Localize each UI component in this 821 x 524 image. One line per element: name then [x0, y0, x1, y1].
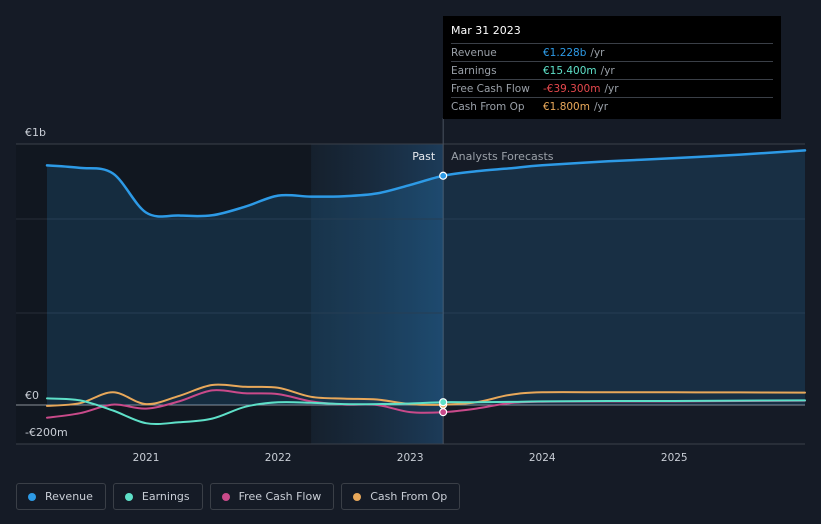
- series-lines: [45, 149, 807, 426]
- tooltip-date: Mar 31 2023: [451, 24, 521, 37]
- tooltip-label: Free Cash Flow: [451, 82, 530, 95]
- earnings-marker: [439, 398, 448, 407]
- revenue-area: [47, 150, 805, 405]
- x-tick-label: 2022: [265, 452, 292, 464]
- tooltip-label: Cash From Op: [451, 100, 525, 113]
- legend-item-earnings[interactable]: Earnings: [112, 483, 203, 510]
- legend-label: Cash From Op: [370, 490, 448, 503]
- tooltip-value: -€39.300m: [543, 82, 601, 95]
- tooltip: Mar 31 2023 Revenue €1.228b /yr Earnings…: [443, 16, 781, 119]
- revenue-line: [45, 149, 807, 218]
- x-tick-label: 2023: [397, 452, 424, 464]
- x-tick-label: 2024: [529, 452, 556, 464]
- tooltip-row-earnings: Earnings €15.400m /yr: [451, 61, 773, 79]
- legend-item-revenue[interactable]: Revenue: [16, 483, 106, 510]
- tooltip-unit: /yr: [604, 82, 619, 95]
- free-cash-flow-marker: [439, 408, 448, 417]
- x-tick-label: 2025: [661, 452, 688, 464]
- y-tick-label: -€200m: [25, 426, 68, 439]
- revenue-dot-icon: [28, 492, 36, 501]
- tooltip-unit: /yr: [600, 64, 615, 77]
- axis-labels: €1b €0 -€200m 2021 2022 2023 2024 2025 Past Analy…: [25, 126, 688, 464]
- tooltip-value: €15.400m: [543, 64, 597, 77]
- tooltip-row-revenue: Revenue €1.228b /yr: [451, 43, 773, 61]
- x-tick-label: 2021: [133, 452, 160, 464]
- tooltip-row-cash-from-op: Cash From Op €1.800m /yr: [451, 97, 773, 115]
- tooltip-label: Revenue: [451, 46, 497, 59]
- tooltip-value: €1.800m: [543, 100, 590, 113]
- free-cash-flow-dot-icon: [221, 492, 230, 501]
- y-tick-label: €0: [25, 389, 39, 402]
- legend: Revenue Earnings Free Cash Flow Cash Fro…: [16, 483, 461, 510]
- revenue-marker: [439, 171, 448, 180]
- tooltip-unit: /yr: [590, 46, 605, 59]
- legend-label: Free Cash Flow: [238, 490, 322, 503]
- legend-label: Earnings: [141, 490, 190, 503]
- cash-from-op-line: [46, 383, 806, 407]
- forecast-label: Analysts Forecasts: [451, 150, 554, 163]
- cash-from-op-dot-icon: [353, 492, 362, 501]
- legend-item-cash-from-op[interactable]: Cash From Op: [341, 483, 461, 510]
- legend-item-free-cash-flow[interactable]: Free Cash Flow: [209, 483, 335, 510]
- tooltip-value: €1.228b: [543, 46, 587, 59]
- tooltip-row-free-cash-flow: Free Cash Flow -€39.300m /yr: [451, 79, 773, 97]
- legend-label: Revenue: [45, 490, 93, 503]
- earnings-line: [46, 397, 806, 426]
- earnings-dot-icon: [124, 492, 133, 501]
- y-tick-label: €1b: [25, 126, 46, 139]
- past-label: Past: [412, 150, 436, 163]
- tooltip-label: Earnings: [451, 64, 497, 77]
- tooltip-unit: /yr: [593, 100, 609, 113]
- hover-markers: [439, 171, 448, 417]
